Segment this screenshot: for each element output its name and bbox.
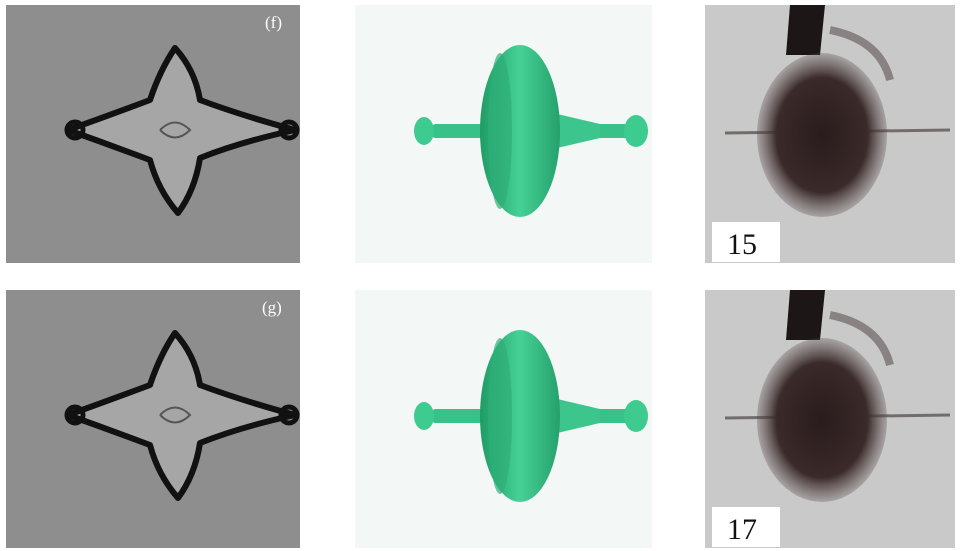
frame-label: 17 [727,513,757,546]
row: (f) 15 [6,5,955,263]
row-images [6,5,955,263]
panel-label: (f) [265,13,282,32]
panel-label: (g) [262,298,282,317]
row-images [6,290,955,548]
frame-label: 15 [727,228,757,261]
figure: (f) 15 (g) 17 [0,0,960,551]
row: (g) 17 [6,290,955,548]
